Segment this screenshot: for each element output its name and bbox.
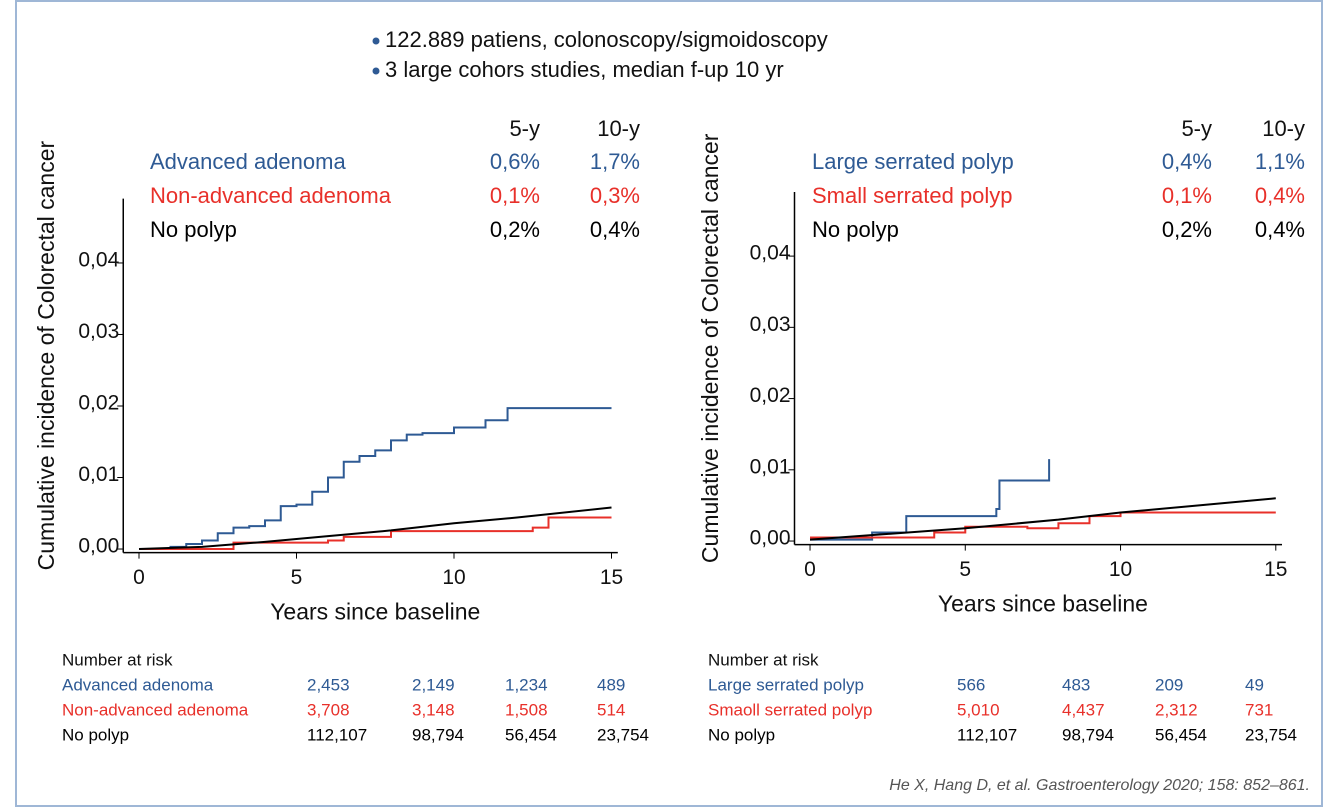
x-axis-label: Years since baseline [938, 591, 1148, 617]
risk-row-name: No polyp [708, 725, 775, 744]
x-tick-label: 0 [133, 566, 145, 589]
risk-row-name: Advanced adenoma [62, 675, 214, 694]
series-line [809, 497, 1276, 541]
risk-value: 1,508 [505, 700, 548, 719]
summary-value: 1,7% [590, 149, 640, 174]
risk-value: 3,708 [307, 700, 350, 719]
risk-value: 4,437 [1062, 700, 1105, 719]
summary-header: 5-y [1181, 116, 1212, 141]
risk-row-name: Non-advanced adenoma [62, 700, 249, 719]
risk-value: 5,010 [957, 700, 1000, 719]
y-tick-label: 0,02 [750, 384, 791, 407]
risk-row-name: Large serrated polyp [708, 675, 864, 694]
legend-label: Small serrated polyp [812, 183, 1013, 208]
bullet-dot [372, 67, 380, 75]
risk-table-title: Number at risk [708, 650, 819, 669]
legend-label: No polyp [812, 217, 899, 242]
risk-value: 483 [1062, 675, 1090, 694]
summary-value: 0,4% [1255, 217, 1305, 242]
x-tick-label: 5 [959, 558, 971, 581]
y-tick-label: 0,02 [78, 392, 119, 415]
y-tick-label: 0,01 [78, 463, 119, 486]
summary-value: 0,4% [1162, 149, 1212, 174]
risk-table-title: Number at risk [62, 650, 173, 669]
y-tick-label: 0,01 [750, 455, 791, 478]
legend-label: No polyp [150, 217, 237, 242]
risk-value: 2,149 [412, 675, 455, 694]
x-tick-label: 15 [600, 566, 623, 589]
x-tick-label: 10 [1109, 558, 1132, 581]
risk-value: 112,107 [957, 725, 1017, 744]
y-tick-label: 0,04 [78, 249, 119, 272]
y-tick-label: 0,03 [78, 320, 119, 343]
summary-value: 0,4% [590, 217, 640, 242]
summary-value: 0,1% [490, 183, 540, 208]
risk-value: 112,107 [307, 725, 367, 744]
risk-value: 23,754 [597, 725, 649, 744]
risk-row-name: Smaoll serrated polyp [708, 700, 872, 719]
risk-value: 56,454 [1155, 725, 1207, 744]
summary-value: 0,2% [490, 217, 540, 242]
risk-value: 56,454 [505, 725, 557, 744]
citation: He X, Hang D, et al. Gastroenterology 20… [889, 777, 1310, 794]
risk-value: 49 [1245, 675, 1264, 694]
bullet-dot [372, 37, 380, 45]
risk-value: 98,794 [412, 725, 464, 744]
summary-value: 0,2% [1162, 217, 1212, 242]
risk-value: 566 [957, 675, 985, 694]
x-tick-label: 5 [291, 566, 303, 589]
summary-value: 0,6% [490, 149, 540, 174]
summary-value: 0,4% [1255, 183, 1305, 208]
y-tick-label: 0,04 [750, 242, 791, 265]
summary-value: 1,1% [1255, 149, 1305, 174]
legend-label: Non-advanced adenoma [150, 183, 392, 208]
risk-value: 2,312 [1155, 700, 1198, 719]
risk-value: 3,148 [412, 700, 455, 719]
summary-value: 0,1% [1162, 183, 1212, 208]
header-bullet: 3 large cohors studies, median f-up 10 y… [385, 57, 784, 82]
risk-row-name: No polyp [62, 725, 129, 744]
legend-label: Large serrated polyp [812, 149, 1014, 174]
legend-label: Advanced adenoma [150, 149, 346, 174]
header-bullet: 122.889 patiens, colonoscopy/sigmoidosco… [385, 27, 828, 52]
x-axis-label: Years since baseline [270, 599, 480, 625]
y-axis-label: Cumulative incidence of Colorectal cance… [33, 140, 59, 570]
frame [15, 0, 1323, 807]
x-tick-label: 0 [804, 558, 816, 581]
series-line [139, 516, 612, 551]
risk-value: 209 [1155, 675, 1183, 694]
summary-value: 0,3% [590, 183, 640, 208]
x-tick-label: 15 [1264, 558, 1287, 581]
summary-header: 10-y [597, 116, 640, 141]
risk-value: 489 [597, 675, 625, 694]
risk-value: 2,453 [307, 675, 350, 694]
risk-value: 514 [597, 700, 625, 719]
summary-header: 5-y [509, 116, 540, 141]
series-line [139, 407, 612, 551]
risk-value: 23,754 [1245, 725, 1297, 744]
summary-header: 10-y [1262, 116, 1305, 141]
series-line [138, 506, 612, 551]
y-axis-label: Cumulative incidence of Colorectal cance… [697, 133, 723, 563]
series-line [810, 511, 1276, 539]
risk-value: 1,234 [505, 675, 548, 694]
y-tick-label: 0,00 [750, 527, 791, 550]
y-tick-label: 0,00 [78, 535, 119, 558]
x-tick-label: 10 [442, 566, 465, 589]
risk-value: 98,794 [1062, 725, 1114, 744]
y-tick-label: 0,03 [750, 313, 791, 336]
risk-value: 731 [1245, 700, 1273, 719]
